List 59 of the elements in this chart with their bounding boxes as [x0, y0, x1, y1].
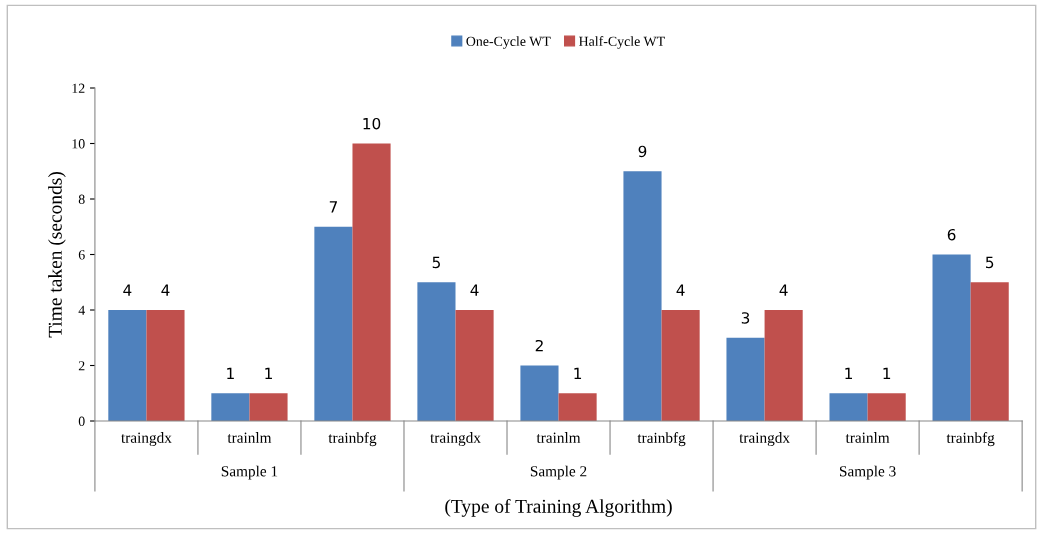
bar [108, 310, 147, 422]
text: Sample 2 [530, 465, 587, 480]
data-label: 1 [227, 367, 234, 379]
x-tick-label: trainlm [227, 432, 272, 443]
bar [520, 365, 559, 422]
x-tick-label: trainbfg [946, 432, 995, 447]
x-tick-label: traingdx [430, 432, 481, 447]
y-tick-label: 0 [78, 416, 85, 426]
bar [249, 393, 288, 422]
y-tick-label: 6 [78, 250, 85, 260]
data-label: 1 [845, 367, 852, 379]
data-label: 4 [779, 284, 788, 296]
bar [932, 254, 971, 422]
x-tick-label: traingdx [739, 432, 790, 447]
bar [314, 226, 353, 422]
data-label: 1 [574, 367, 582, 379]
bar [623, 171, 662, 422]
bar [417, 282, 456, 422]
y-tick-label: 8 [78, 194, 85, 204]
x-tick-label: trainlm [845, 432, 890, 443]
x-axis-title: (Type of Training Algorithm) [445, 498, 672, 517]
data-label: 4 [470, 284, 479, 296]
data-label: 1 [265, 367, 272, 379]
y-axis-title: Time taken (seconds) [48, 172, 66, 338]
x-tick-label: trainbfg [637, 432, 686, 447]
y-tick-label: 12 [72, 83, 85, 93]
data-label: 9 [638, 145, 647, 158]
legend-label: One-Cycle WT [466, 36, 551, 49]
data-label: 4 [161, 284, 170, 296]
y-tick-label: 2 [78, 361, 85, 371]
y-tick-label: 4 [78, 305, 85, 315]
data-label: 4 [123, 284, 132, 296]
bar [352, 143, 391, 422]
x-tick-label: trainbfg [328, 432, 377, 447]
text: Sample 1 [221, 465, 278, 480]
bar [970, 282, 1009, 422]
bar [661, 310, 700, 422]
data-label: 4 [676, 284, 685, 296]
bar [764, 310, 803, 422]
data-label: 3 [741, 312, 750, 324]
data-label: 5 [432, 256, 440, 269]
data-label: 6 [947, 228, 956, 241]
data-label: 5 [986, 256, 994, 269]
bar [558, 393, 597, 422]
bar [829, 393, 868, 422]
data-label: 10 [363, 117, 381, 130]
text: Sample 3 [839, 465, 896, 480]
y-tick-label: 10 [72, 139, 85, 149]
x-tick-label: traingdx [121, 432, 172, 447]
bar [455, 310, 494, 422]
bar [211, 393, 250, 422]
bar [146, 310, 185, 422]
legend-label: Half-Cycle WT [578, 36, 665, 49]
data-label: 2 [535, 339, 543, 352]
bar [867, 393, 906, 422]
data-label: 1 [883, 367, 891, 379]
x-tick-label: trainlm [536, 432, 581, 443]
bar [726, 337, 765, 422]
data-label: 7 [329, 201, 337, 213]
